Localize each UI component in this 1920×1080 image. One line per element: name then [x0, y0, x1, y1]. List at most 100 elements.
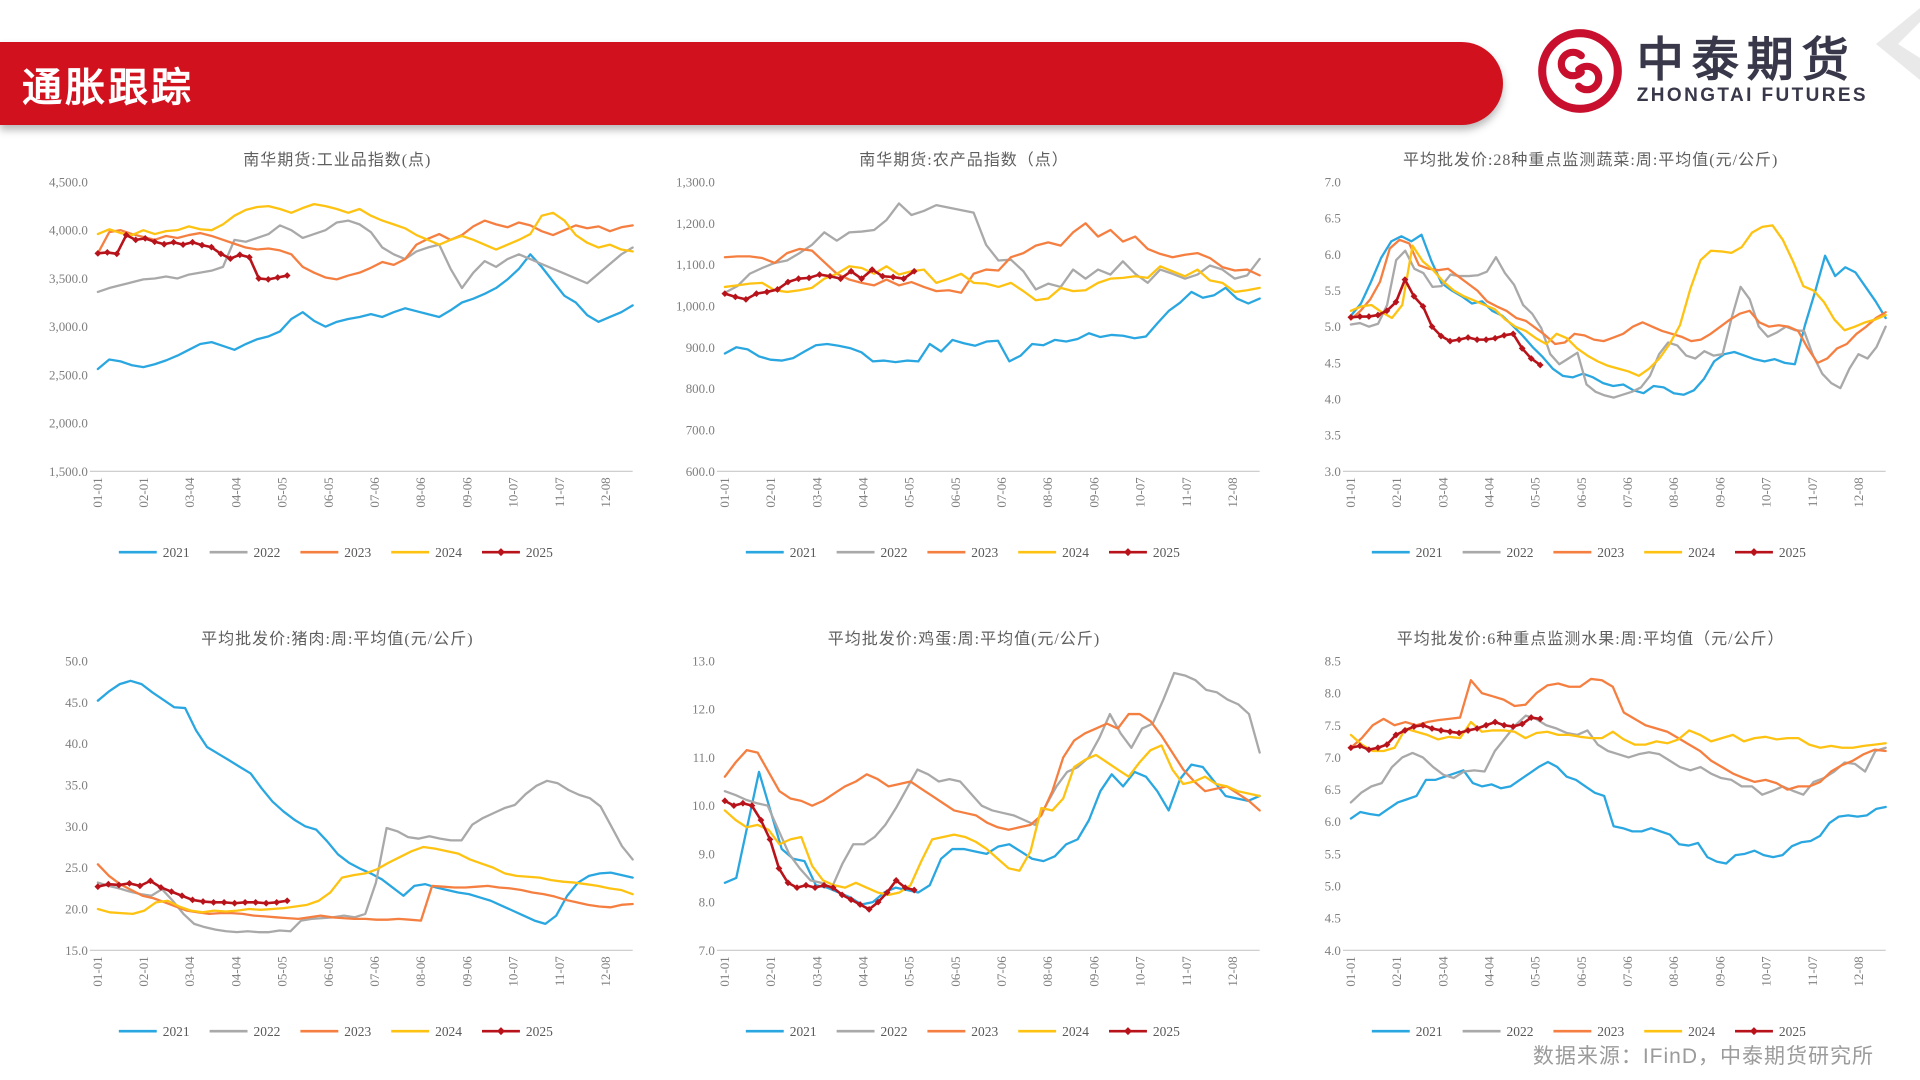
chart-eggs: 平均批发价:鸡蛋:周:平均值(元/公斤) 7.0 8.0 9.0 10.0 11.0 12.… — [665, 625, 1264, 1054]
series-2025-marker — [189, 238, 196, 246]
x-tick-label: 02-01 — [1389, 477, 1404, 507]
legend-label-2023: 2023 — [1598, 545, 1625, 560]
x-tick-label: 01-01 — [90, 477, 105, 507]
series-2025-line — [1349, 716, 1542, 752]
y-tick-label: 6.0 — [1325, 814, 1341, 829]
y-tick-label: 2,500.0 — [49, 367, 88, 382]
x-tick-label: 06-05 — [1574, 956, 1589, 986]
x-tick-label: 03-04 — [809, 956, 824, 987]
series-2025-marker — [889, 273, 897, 281]
legend-label-2023: 2023 — [344, 545, 371, 560]
series-2024-line — [723, 744, 1261, 897]
series-2025-marker — [1519, 720, 1526, 728]
y-tick-label: 7.0 — [1325, 750, 1341, 765]
chart-fruits: 平均批发价:6种重点监测水果:周:平均值（元/公斤） 4.0 4.5 5.0 5.5 6.… — [1291, 625, 1890, 1054]
y-tick-label: 12.0 — [692, 702, 715, 717]
series-2021-line — [96, 679, 634, 926]
legend-label-2022: 2022 — [1507, 1024, 1534, 1039]
logo-text: 中泰期货 ZHONGTAI FUTURES — [1637, 34, 1868, 108]
series-2025-marker — [1492, 334, 1499, 342]
legend-label-2023: 2023 — [971, 1024, 998, 1039]
legend-marker-2025 — [1750, 1027, 1759, 1036]
series-2025-marker — [136, 882, 144, 890]
chart-plot-pork: 15.0 20.0 25.0 30.0 35.0 40.0 45.0 50.0 01-01 02-… — [65, 654, 634, 1039]
y-tick-label: 1,000.0 — [676, 298, 715, 313]
x-tick-label: 05-05 — [901, 956, 916, 986]
y-tick-label: 3,000.0 — [49, 319, 88, 334]
x-tick-label: 09-06 — [1086, 956, 1101, 987]
y-tick-label: 7.5 — [1325, 718, 1341, 733]
y-tick-label: 700.0 — [685, 422, 714, 437]
x-tick-label: 12-08 — [1851, 956, 1866, 986]
legend-label-2023: 2023 — [1598, 1024, 1625, 1039]
x-tick-label: 04-04 — [228, 956, 243, 987]
series-2022-line — [723, 202, 1261, 294]
series-2025-marker — [731, 293, 739, 301]
x-tick-label: 01-01 — [717, 956, 732, 986]
series-2025-marker — [273, 899, 281, 906]
y-tick-label: 600.0 — [685, 464, 714, 479]
series-2025-marker — [179, 241, 187, 249]
x-tick-label: 09-06 — [1086, 477, 1101, 508]
x-tick-label: 10-07 — [1132, 956, 1147, 987]
series-2023-line — [1350, 677, 1888, 791]
y-tick-label: 5.5 — [1325, 846, 1341, 861]
x-tick-label: 11-07 — [552, 477, 567, 507]
series-2025-line — [1349, 278, 1542, 367]
series-2025-marker — [742, 295, 749, 303]
x-tick-label: 07-06 — [1620, 477, 1635, 508]
legend-label-2024: 2024 — [435, 545, 462, 560]
series-2024-line — [1350, 224, 1888, 377]
company-logo: 中泰期货 ZHONGTAI FUTURES — [1535, 26, 1868, 116]
series-2025-marker — [231, 899, 238, 907]
series-2025-marker — [1455, 336, 1463, 344]
legend-label-2021: 2021 — [789, 545, 816, 560]
series-2025-marker — [122, 231, 130, 239]
x-tick-label: 06-05 — [321, 477, 336, 507]
chart-pork: 平均批发价:猪肉:周:平均值(元/公斤) 15.0 20.0 25.0 30.0 35.0… — [38, 625, 637, 1054]
legend-label-2024: 2024 — [1062, 545, 1089, 560]
series-2024-line — [96, 845, 634, 916]
series-2023-line — [1350, 238, 1888, 365]
legend-label-2021: 2021 — [163, 1024, 190, 1039]
x-tick-label: 03-04 — [809, 477, 824, 508]
y-tick-label: 15.0 — [65, 943, 88, 958]
chart-plot-industrial-index: 1,500.0 2,000.0 2,500.0 3,000.0 3,500.0 4,000… — [49, 174, 634, 560]
series-2025-marker — [794, 275, 802, 283]
series-2025-marker — [883, 889, 891, 896]
y-tick-label: 11.0 — [692, 750, 714, 765]
chart-industrial-index: 南华期货:工业品指数(点) 1,500.0 2,000.0 2,500.0 3,000.… — [38, 146, 637, 575]
legend-marker-2025 — [1123, 548, 1132, 557]
y-tick-label: 8.0 — [1325, 686, 1341, 701]
series-2023-line — [96, 219, 634, 281]
x-tick-label: 10-07 — [506, 477, 521, 508]
series-2025-marker — [283, 272, 291, 279]
series-2021-line — [1350, 233, 1888, 396]
chart-title-fruits: 平均批发价:6种重点监测水果:周:平均值（元/公斤） — [1396, 631, 1785, 649]
series-2025-marker — [178, 892, 186, 900]
x-tick-label: 08-06 — [1040, 477, 1055, 508]
y-tick-label: 7.0 — [1325, 174, 1341, 189]
x-tick-label: 01-01 — [1343, 477, 1358, 507]
x-tick-label: 11-07 — [552, 956, 567, 986]
series-2023-line — [723, 222, 1261, 294]
y-tick-label: 5.5 — [1325, 283, 1341, 298]
y-tick-label: 3,500.0 — [49, 271, 88, 286]
y-tick-label: 4.0 — [1325, 943, 1341, 958]
series-2022-line — [96, 219, 634, 294]
chart-title-agri-index: 南华期货:农产品指数（点） — [859, 152, 1069, 169]
series-2025-marker — [784, 278, 792, 286]
legend-label-2025: 2025 — [1779, 1024, 1806, 1039]
series-2025-marker — [1510, 330, 1517, 338]
legend-label-2022: 2022 — [880, 545, 907, 560]
series-2025-marker — [1446, 728, 1454, 736]
x-tick-label: 04-04 — [1482, 477, 1497, 508]
series-2025-marker — [857, 275, 865, 283]
x-tick-label: 07-06 — [994, 956, 1009, 987]
legend-label-2022: 2022 — [1507, 545, 1534, 560]
legend-label-2025: 2025 — [1153, 545, 1180, 560]
legend-label-2021: 2021 — [1416, 1024, 1443, 1039]
series-2025-marker — [198, 241, 206, 249]
series-2025-marker — [1419, 303, 1427, 310]
x-tick-label: 08-06 — [413, 477, 428, 508]
